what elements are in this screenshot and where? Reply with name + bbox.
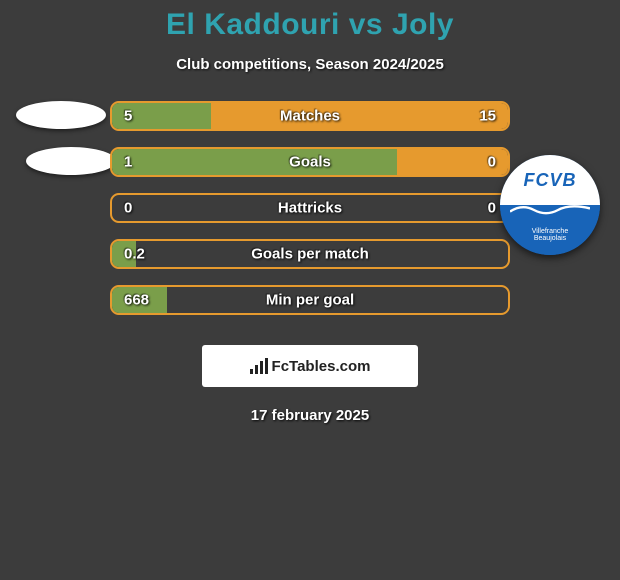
stat-left-value: 668 <box>124 292 149 309</box>
player1-name: El Kaddouri <box>166 8 340 41</box>
stat-metric-label: Hattricks <box>278 200 342 217</box>
club-badge-line1: Villefranche <box>532 228 568 235</box>
player1-badge-placeholder <box>26 147 116 175</box>
stat-bar: 5 Matches 15 <box>110 101 510 131</box>
stat-bar: 0.2 Goals per match <box>110 239 510 269</box>
stat-bar: 1 Goals 0 <box>110 147 510 177</box>
player1-badge-placeholder <box>16 101 106 129</box>
stat-bar-left-fill <box>112 149 397 175</box>
stat-metric-label: Goals per match <box>251 246 369 263</box>
stat-metric-label: Min per goal <box>266 292 354 309</box>
attribution-text: FcTables.com <box>272 358 371 375</box>
stat-right-value: 15 <box>479 108 496 125</box>
attribution-badge: FcTables.com <box>202 345 418 387</box>
player2-club-badge: FCVBVillefrancheBeaujolais <box>500 155 600 255</box>
player2-name: Joly <box>392 8 454 41</box>
stat-left-value: 5 <box>124 108 132 125</box>
vs-text: vs <box>349 8 383 41</box>
subtitle: Club competitions, Season 2024/2025 <box>176 56 444 73</box>
comparison-title: El Kaddouri vs Joly <box>166 8 454 42</box>
stat-row: 5 Matches 15 <box>0 101 620 131</box>
stat-row: 668 Min per goal <box>0 285 620 315</box>
stat-bar: 0 Hattricks 0 <box>110 193 510 223</box>
stat-left-value: 1 <box>124 154 132 171</box>
stat-right-value: 0 <box>488 200 496 217</box>
stats-rows: 5 Matches 15 1 Goals 0 0 Hattricks 0 0.2 Goals per… <box>0 101 620 331</box>
stat-bar: 668 Min per goal <box>110 285 510 315</box>
stat-left-value: 0.2 <box>124 246 145 263</box>
club-badge-line2: Beaujolais <box>534 235 566 242</box>
stat-left-value: 0 <box>124 200 132 217</box>
date-text: 17 february 2025 <box>251 407 369 424</box>
stat-metric-label: Matches <box>280 108 340 125</box>
stat-right-value: 0 <box>488 154 496 171</box>
stat-metric-label: Goals <box>289 154 331 171</box>
wave-icon <box>510 202 590 218</box>
stat-bar-right-fill <box>211 103 508 129</box>
bar-chart-icon <box>250 358 268 374</box>
